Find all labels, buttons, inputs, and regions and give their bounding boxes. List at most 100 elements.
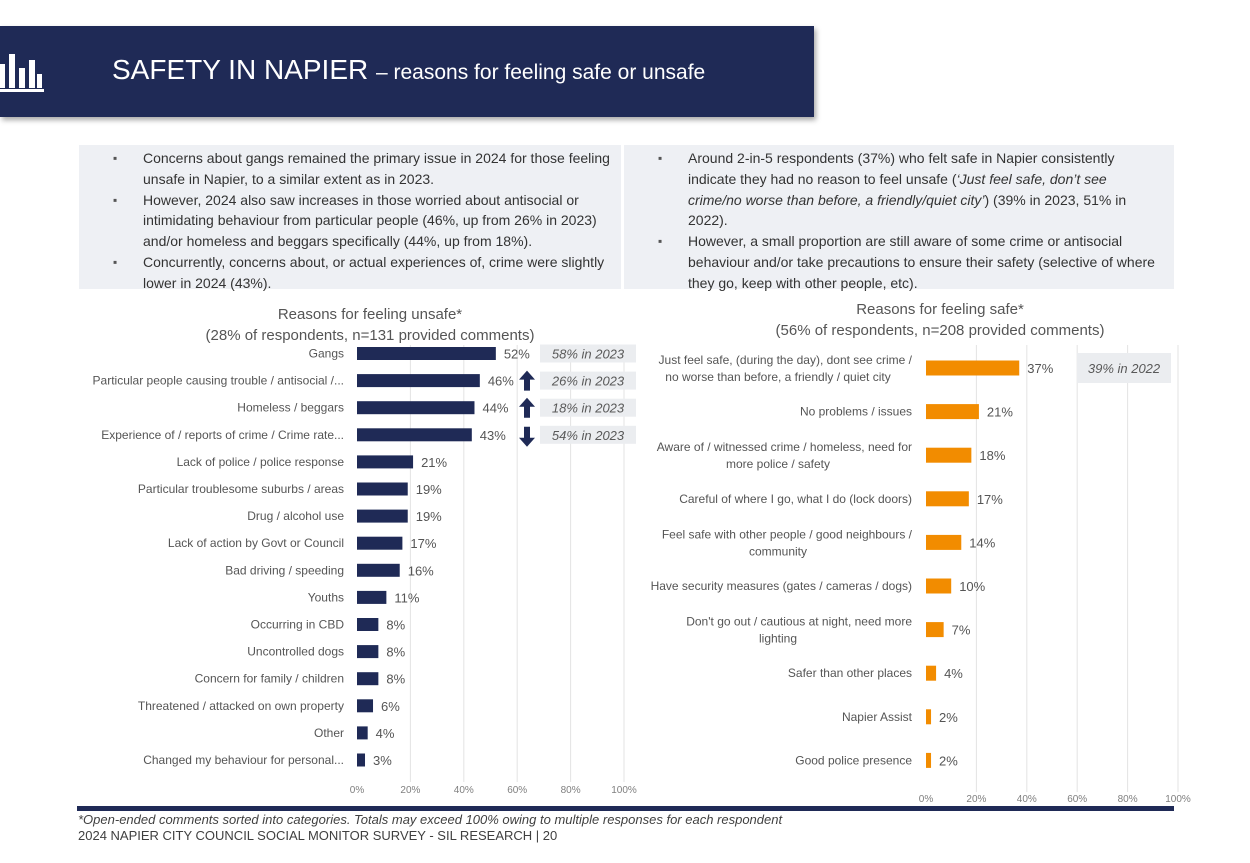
safe-bar bbox=[926, 447, 972, 463]
unsafe-bar bbox=[357, 509, 408, 523]
safe-value-label: 18% bbox=[979, 448, 1005, 463]
unsafe-bar bbox=[357, 428, 472, 442]
safe-category-label: Just feel safe, (during the day), dont s… bbox=[659, 353, 913, 384]
unsafe-value-label: 17% bbox=[410, 536, 436, 551]
unsafe-bar bbox=[357, 753, 366, 767]
unsafe-bar bbox=[357, 645, 379, 659]
unsafe-category-label: Occurring in CBD bbox=[251, 618, 345, 632]
unsafe-comparison-box bbox=[540, 398, 636, 417]
unsafe-x-tick-label: 0% bbox=[350, 785, 365, 796]
safe-bar bbox=[926, 491, 969, 507]
summary-bullet: Concerns about gangs remained the primar… bbox=[79, 148, 611, 190]
safe-bar bbox=[926, 665, 937, 681]
safe-chart-title-block: Reasons for feeling safe* (56% of respon… bbox=[710, 299, 1170, 341]
unsafe-comparison-label: 58% in 2023 bbox=[552, 347, 625, 362]
safe-value-label: 14% bbox=[969, 535, 995, 550]
unsafe-value-label: 11% bbox=[394, 590, 419, 605]
safe-category-label: Have security measures (gates / cameras … bbox=[651, 579, 912, 593]
arrow-up-icon bbox=[519, 397, 535, 418]
unsafe-category-label: Lack of action by Govt or Council bbox=[168, 536, 344, 550]
arrow-down-icon bbox=[519, 426, 535, 447]
unsafe-value-label: 3% bbox=[373, 753, 392, 768]
unsafe-value-label: 4% bbox=[376, 726, 395, 741]
unsafe-chart-title: Reasons for feeling unsafe* bbox=[277, 306, 463, 323]
safe-x-tick-label: 60% bbox=[1067, 794, 1087, 805]
summary-bullet: However, a small proportion are still aw… bbox=[624, 231, 1164, 293]
safe-value-label: 7% bbox=[952, 623, 971, 638]
safe-value-label: 2% bbox=[939, 710, 958, 725]
safe-value-label: 2% bbox=[939, 753, 958, 768]
summary-bullet: Around 2-in-5 respondents (37%) who felt… bbox=[624, 148, 1164, 231]
footer-credit: 2024 NAPIER CITY COUNCIL SOCIAL MONITOR … bbox=[78, 828, 558, 843]
safe-x-tick-label: 0% bbox=[919, 794, 934, 805]
unsafe-category-label: Experience of / reports of crime / Crime… bbox=[101, 428, 344, 442]
unsafe-value-label: 43% bbox=[480, 428, 506, 443]
header-bar: SAFETY IN NAPIER – reasons for feeling s… bbox=[0, 26, 814, 117]
safe-value-label: 21% bbox=[987, 405, 1013, 420]
unsafe-category-label: Homeless / beggars bbox=[237, 401, 344, 415]
unsafe-comparison-box bbox=[540, 344, 636, 363]
summary-unsafe: Concerns about gangs remained the primar… bbox=[79, 145, 621, 291]
summary-text: Around 2-in-5 respondents (37%) who felt… bbox=[688, 150, 1115, 187]
unsafe-category-label: Particular people causing trouble / anti… bbox=[93, 374, 344, 388]
page-title-main: SAFETY IN NAPIER bbox=[112, 54, 369, 85]
unsafe-value-label: 46% bbox=[488, 374, 514, 389]
unsafe-bar bbox=[357, 374, 480, 388]
unsafe-bar bbox=[357, 699, 374, 713]
safe-bar bbox=[926, 709, 932, 725]
unsafe-x-tick-label: 40% bbox=[454, 785, 474, 796]
unsafe-value-label: 21% bbox=[421, 455, 447, 470]
safe-x-tick-label: 100% bbox=[1165, 794, 1191, 805]
unsafe-value-label: 19% bbox=[416, 482, 442, 497]
summary-text: ) (39% in 2023, 51% in 2022). bbox=[688, 191, 1127, 229]
safe-category-label: Napier Assist bbox=[842, 710, 913, 724]
arrow-up-icon bbox=[519, 370, 535, 391]
safe-x-tick-label: 20% bbox=[966, 794, 986, 805]
safe-value-label: 4% bbox=[944, 666, 963, 681]
unsafe-bar bbox=[357, 455, 414, 469]
summary-bullet: However, 2024 also saw increases in thos… bbox=[79, 190, 611, 252]
safe-category-label: Feel safe with other people / good neigh… bbox=[662, 527, 913, 558]
safe-comparison-box bbox=[1077, 353, 1171, 383]
unsafe-x-tick-label: 80% bbox=[561, 785, 581, 796]
unsafe-value-label: 19% bbox=[416, 509, 442, 524]
safe-category-label: Careful of where I go, what I do (lock d… bbox=[679, 492, 912, 506]
unsafe-comparison-label: 54% in 2023 bbox=[552, 428, 625, 443]
footnote: *Open-ended comments sorted into categor… bbox=[78, 812, 783, 827]
unsafe-bar bbox=[357, 536, 403, 550]
safe-bar bbox=[926, 578, 952, 594]
unsafe-x-tick-label: 100% bbox=[611, 785, 637, 796]
unsafe-chart-subtitle: (28% of respondents, n=131 provided comm… bbox=[205, 327, 535, 344]
page-subtitle: – reasons for feeling safe or unsafe bbox=[376, 61, 706, 84]
unsafe-category-label: Bad driving / speeding bbox=[225, 563, 344, 577]
safe-x-tick-label: 40% bbox=[1017, 794, 1037, 805]
summary-bullet: Concurrently, concerns about, or actual … bbox=[79, 252, 611, 294]
unsafe-category-label: Concern for family / children bbox=[195, 672, 344, 686]
unsafe-value-label: 8% bbox=[386, 618, 405, 633]
safe-bar bbox=[926, 752, 932, 768]
unsafe-category-label: Gangs bbox=[309, 347, 344, 361]
unsafe-comparison-box bbox=[540, 425, 636, 444]
safe-chart-subtitle: (56% of respondents, n=208 provided comm… bbox=[775, 322, 1105, 339]
safe-category-label: Good police presence bbox=[795, 753, 912, 767]
unsafe-value-label: 8% bbox=[386, 672, 405, 687]
safe-value-label: 37% bbox=[1027, 361, 1053, 376]
page-title: SAFETY IN NAPIER – reasons for feeling s… bbox=[112, 54, 705, 86]
unsafe-category-label: Uncontrolled dogs bbox=[247, 645, 344, 659]
safe-value-label: 17% bbox=[977, 492, 1003, 507]
safe-x-tick-label: 80% bbox=[1118, 794, 1138, 805]
unsafe-category-label: Threatened / attacked on own property bbox=[138, 699, 344, 713]
unsafe-x-tick-label: 60% bbox=[507, 785, 527, 796]
unsafe-bar bbox=[357, 482, 408, 496]
summary-safe: Around 2-in-5 respondents (37%) who felt… bbox=[624, 145, 1174, 291]
safe-category-label: Don't go out / cautious at night, need m… bbox=[686, 615, 912, 646]
unsafe-category-label: Lack of police / police response bbox=[177, 455, 345, 469]
safe-chart-title: Reasons for feeling safe* bbox=[856, 301, 1024, 318]
unsafe-value-label: 6% bbox=[381, 699, 400, 714]
safe-bar bbox=[926, 404, 979, 420]
unsafe-category-label: Changed my behaviour for personal... bbox=[143, 753, 344, 767]
safe-category-label: Aware of / witnessed crime / homeless, n… bbox=[657, 440, 912, 471]
unsafe-value-label: 52% bbox=[504, 347, 530, 362]
unsafe-bar bbox=[357, 726, 368, 740]
